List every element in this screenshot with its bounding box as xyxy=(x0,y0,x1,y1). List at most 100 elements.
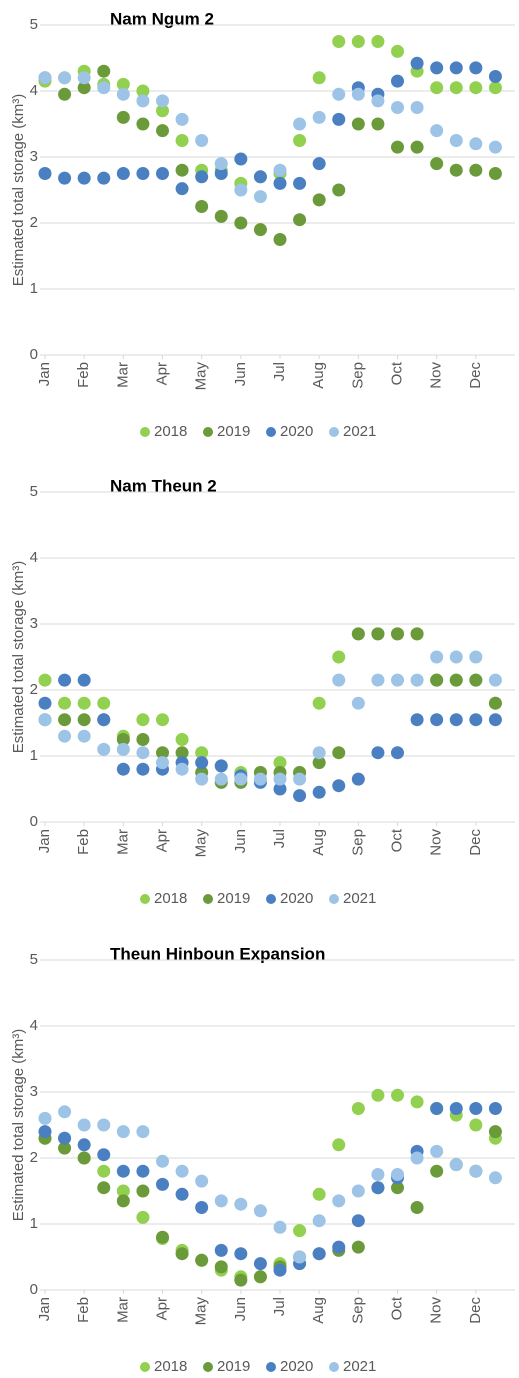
data-point xyxy=(332,779,346,793)
data-point xyxy=(253,190,267,204)
legend-label: 2018 xyxy=(154,1358,187,1375)
data-point xyxy=(253,170,267,184)
data-point xyxy=(77,673,91,687)
y-tick-label: 0 xyxy=(30,1281,38,1298)
x-tick-label: Mar xyxy=(114,1297,131,1323)
legend-label: 2019 xyxy=(217,1358,250,1375)
data-point xyxy=(156,124,169,138)
data-point xyxy=(391,627,404,641)
data-point xyxy=(175,163,189,177)
data-point xyxy=(116,742,130,756)
data-point xyxy=(156,1230,169,1244)
data-point xyxy=(430,1164,444,1178)
data-point xyxy=(58,673,72,687)
data-point xyxy=(77,81,91,95)
y-tick-label: 5 xyxy=(30,951,38,968)
x-tick-label: Feb xyxy=(75,1297,92,1323)
data-point xyxy=(391,746,404,760)
data-point xyxy=(293,117,307,131)
data-point xyxy=(351,35,365,48)
data-point xyxy=(38,1111,52,1125)
x-tick-label: Jul xyxy=(271,829,288,848)
data-point xyxy=(488,1171,502,1185)
data-point xyxy=(38,673,52,687)
data-point xyxy=(175,1187,189,1201)
y-tick-label: 4 xyxy=(30,549,38,566)
data-point xyxy=(234,183,248,197)
data-point xyxy=(195,756,209,770)
data-point xyxy=(136,1125,150,1139)
data-point xyxy=(293,772,307,786)
data-point xyxy=(195,1201,209,1214)
data-point xyxy=(391,673,404,687)
data-point xyxy=(156,94,169,108)
y-tick-label: 2 xyxy=(30,681,38,698)
data-point xyxy=(97,1148,111,1162)
data-point xyxy=(410,101,424,114)
data-point xyxy=(136,94,150,108)
data-point xyxy=(136,733,150,746)
data-point xyxy=(449,1102,463,1115)
data-point xyxy=(332,673,346,687)
data-point xyxy=(332,87,346,101)
x-tick-label: Oct xyxy=(388,828,405,852)
data-point xyxy=(234,152,248,166)
data-point xyxy=(391,44,404,58)
data-point xyxy=(77,1118,91,1132)
data-point xyxy=(293,1250,307,1264)
data-point xyxy=(195,1253,209,1267)
x-tick-label: Nov xyxy=(428,829,445,856)
data-point xyxy=(449,713,463,727)
data-point xyxy=(116,87,130,101)
legend-label: 2019 xyxy=(217,423,250,440)
data-point xyxy=(449,163,463,177)
data-point xyxy=(351,87,365,101)
data-point xyxy=(97,742,111,756)
data-point xyxy=(488,673,502,687)
data-point xyxy=(332,1138,346,1152)
data-point xyxy=(136,746,150,760)
data-point xyxy=(273,772,287,786)
data-point xyxy=(351,627,365,641)
data-point xyxy=(312,1214,326,1228)
data-point xyxy=(97,171,111,185)
y-tick-label: 4 xyxy=(30,1017,38,1034)
data-point xyxy=(156,713,169,727)
data-point xyxy=(293,1224,307,1238)
data-point xyxy=(430,157,444,171)
data-point xyxy=(234,772,248,786)
data-point xyxy=(175,1247,189,1261)
data-point xyxy=(97,713,111,727)
data-point xyxy=(97,64,111,78)
data-point xyxy=(449,81,463,95)
legend-marker xyxy=(203,894,213,904)
data-point xyxy=(293,176,307,190)
data-point xyxy=(58,87,72,101)
legend-marker xyxy=(266,1362,276,1372)
data-point xyxy=(351,772,365,786)
data-point xyxy=(175,733,189,746)
y-tick-label: 1 xyxy=(30,280,38,297)
data-point xyxy=(312,157,326,171)
x-tick-label: Sep xyxy=(349,829,366,856)
data-point xyxy=(469,137,483,151)
data-point xyxy=(116,1125,130,1139)
x-tick-label: Jun xyxy=(232,829,249,853)
x-tick-label: Mar xyxy=(114,829,131,855)
x-tick-label: Jan xyxy=(36,362,53,386)
data-point xyxy=(332,1240,346,1254)
data-point xyxy=(58,71,72,85)
x-tick-label: Mar xyxy=(114,362,131,388)
data-point xyxy=(371,1168,385,1181)
data-point xyxy=(136,762,150,776)
data-point xyxy=(116,733,130,746)
data-point xyxy=(214,1194,228,1208)
y-tick-label: 5 xyxy=(30,483,38,500)
data-point xyxy=(312,193,326,207)
data-point xyxy=(136,713,150,727)
data-point xyxy=(410,1095,424,1109)
data-point xyxy=(410,140,424,154)
x-tick-label: Sep xyxy=(349,362,366,389)
data-point xyxy=(116,167,130,180)
legend-marker xyxy=(329,1362,339,1372)
